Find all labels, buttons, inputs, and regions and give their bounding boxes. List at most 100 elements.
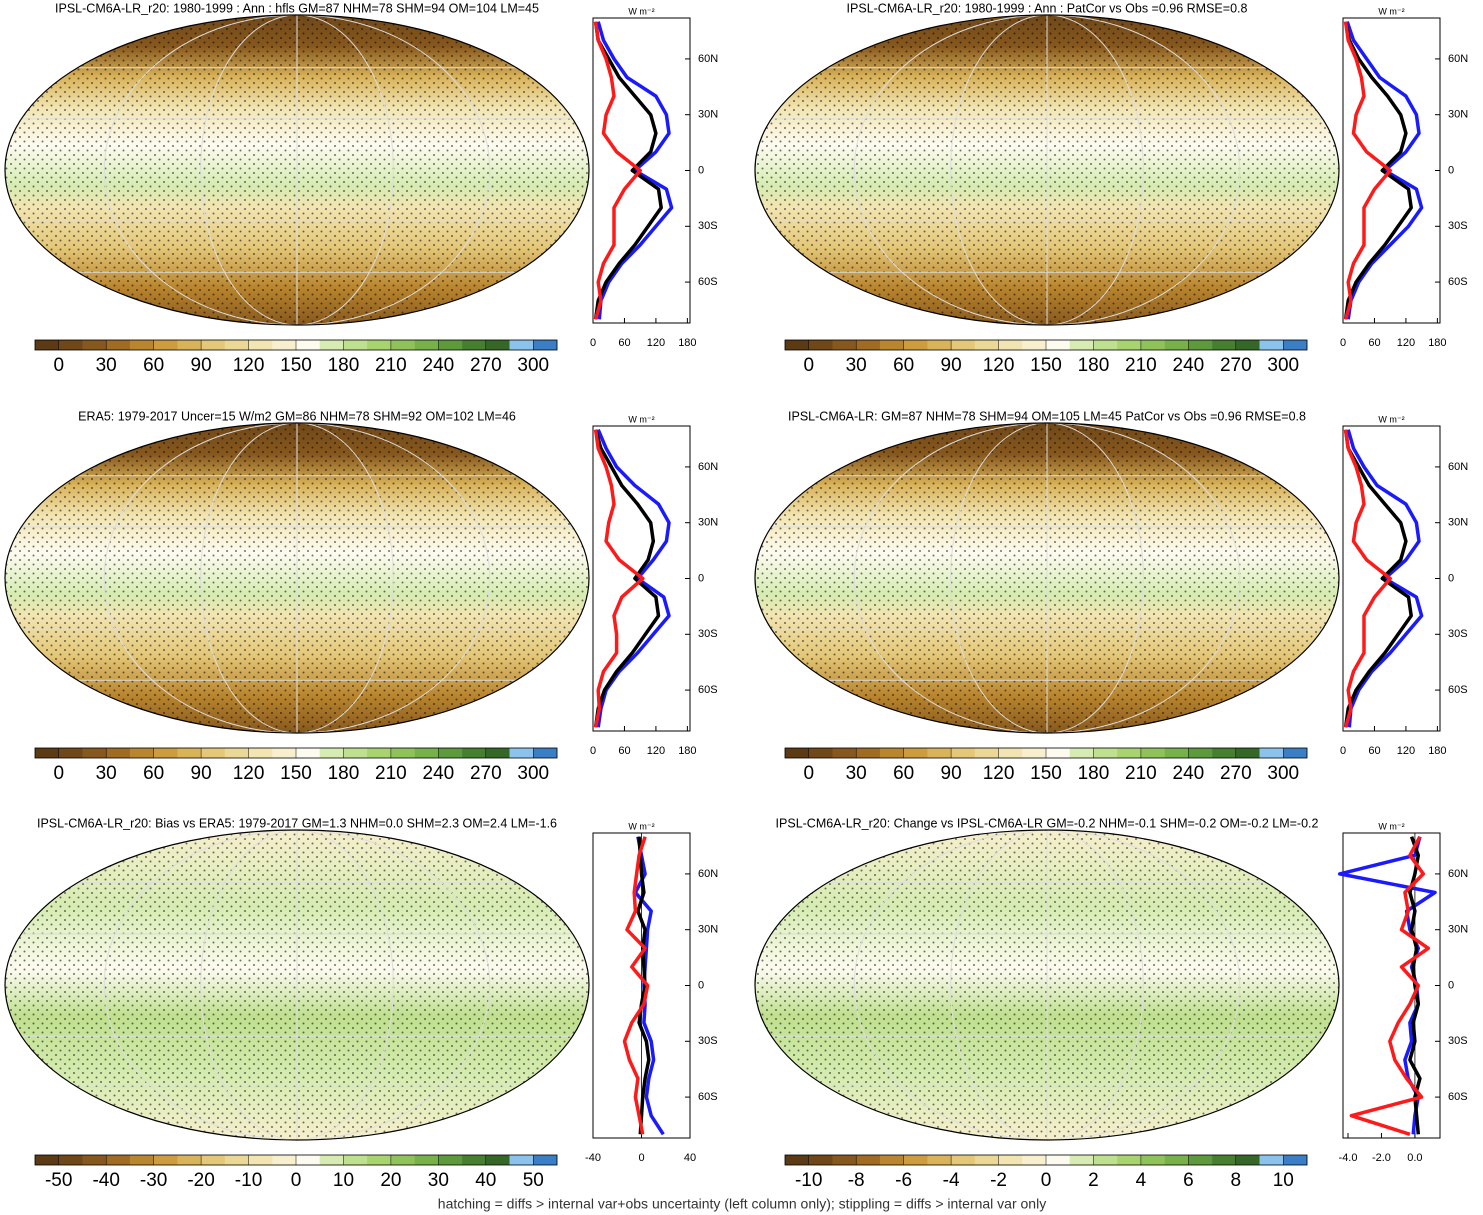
colorbar-label: 300: [1267, 763, 1299, 784]
colorbar-box: [1164, 340, 1189, 350]
colorbar-box: [129, 748, 154, 758]
unit-label: W m⁻²: [1378, 821, 1404, 831]
colorbar-label: 20: [380, 1170, 401, 1191]
colorbar-box: [927, 1155, 952, 1165]
colorbar-box: [248, 748, 273, 758]
colorbar-box: [1164, 1155, 1189, 1165]
y-tick-label: 30S: [698, 628, 718, 640]
colorbar-box: [296, 748, 321, 758]
y-tick-label: 30N: [1448, 924, 1468, 936]
colorbar-box: [1212, 1155, 1237, 1165]
colorbar-label: 40: [475, 1170, 496, 1191]
colorbar-label: 0: [1041, 1170, 1052, 1191]
map-border: [4, 422, 590, 734]
colorbar-box: [319, 340, 344, 350]
map-overlay: [755, 423, 1339, 733]
colorbar-box: [201, 748, 226, 758]
colorbar-box: [856, 340, 881, 350]
colorbar-label: 300: [517, 763, 549, 784]
map-title: IPSL-CM6A-LR_r20: 1980-1999 : Ann : PatC…: [847, 1, 1248, 15]
colorbar-box: [785, 748, 810, 758]
x-tick-label: 0: [1340, 745, 1346, 757]
colorbar-box: [224, 748, 249, 758]
colorbar-box: [462, 748, 487, 758]
y-tick-label: 60N: [1448, 868, 1468, 880]
colorbar-box: [998, 748, 1023, 758]
colorbar-box: [879, 748, 904, 758]
colorbar-box: [1069, 1155, 1094, 1165]
colorbar-label: 30: [846, 763, 867, 784]
colorbar-box: [367, 1155, 392, 1165]
colorbar-box: [808, 340, 833, 350]
colorbar-box: [414, 1155, 439, 1165]
graticule: [200, 830, 394, 1140]
map-title: ERA5: 1979-2017 Uncer=15 W/m2 GM=86 NHM=…: [78, 409, 516, 423]
colorbar-box: [1212, 340, 1237, 350]
colorbar-label: 180: [328, 355, 360, 376]
colorbar-box: [272, 340, 297, 350]
colorbar-box: [974, 748, 999, 758]
colorbar-box: [129, 340, 154, 350]
colorbar-box: [1235, 1155, 1260, 1165]
colorbar-label: -40: [92, 1170, 119, 1191]
colorbar-box: [1022, 1155, 1047, 1165]
colorbar-label: -10: [235, 1170, 262, 1191]
colorbar-box: [1259, 340, 1284, 350]
colorbar-box: [1022, 340, 1047, 350]
map-overlay: [5, 830, 589, 1140]
y-tick-label: 30N: [698, 924, 718, 936]
colorbar-box: [272, 748, 297, 758]
colorbar-label: 120: [983, 355, 1015, 376]
graticule: [853, 15, 1241, 325]
x-tick-label: -2.0: [1372, 1152, 1391, 1164]
y-tick-label: 60N: [698, 868, 718, 880]
y-tick-label: 30S: [1448, 220, 1468, 232]
map-border: [754, 14, 1340, 326]
colorbar-box: [177, 748, 202, 758]
colorbar-box: [106, 1155, 131, 1165]
y-tick-label: 60N: [698, 53, 718, 65]
x-tick-label: 60: [1368, 337, 1380, 349]
graticule: [950, 15, 1144, 325]
colorbar-label: 270: [470, 355, 502, 376]
colorbar-box: [1022, 748, 1047, 758]
colorbar-box: [343, 340, 368, 350]
colorbar-box: [1117, 748, 1142, 758]
x-tick-label: 60: [1368, 745, 1380, 757]
colorbar-label: -8: [848, 1170, 865, 1191]
colorbar-label: 30: [96, 355, 117, 376]
colorbar-label: 90: [191, 355, 212, 376]
colorbar-box: [1283, 748, 1308, 758]
colorbar-label: 150: [280, 763, 312, 784]
colorbar-box: [1093, 340, 1118, 350]
map-overlay: [5, 423, 589, 733]
x-tick-label: 0: [638, 1152, 644, 1164]
y-tick-label: 30S: [698, 1035, 718, 1047]
x-tick-label: 60: [618, 745, 630, 757]
colorbar-box: [1046, 340, 1071, 350]
colorbar-box: [832, 1155, 857, 1165]
colorbar-label: 180: [328, 763, 360, 784]
y-tick-label: 0: [698, 979, 704, 991]
y-tick-label: 0: [1448, 979, 1454, 991]
colorbar-box: [951, 748, 976, 758]
y-tick-label: 60N: [1448, 461, 1468, 473]
colorbar-box: [248, 1155, 273, 1165]
colorbar-label: 60: [893, 355, 914, 376]
unit-label: W m⁻²: [1378, 6, 1404, 16]
colorbar-label: 90: [941, 355, 962, 376]
colorbar-box: [58, 1155, 83, 1165]
colorbar-label: 10: [1273, 1170, 1294, 1191]
y-tick-label: 60N: [1448, 53, 1468, 65]
map-title: IPSL-CM6A-LR_r20: 1980-1999 : Ann : hfls…: [55, 1, 539, 15]
colorbar-box: [1259, 1155, 1284, 1165]
colorbar-box: [272, 1155, 297, 1165]
colorbar-label: 270: [1220, 355, 1252, 376]
colorbar-box: [533, 1155, 558, 1165]
colorbar-label: 270: [1220, 763, 1252, 784]
x-tick-label: 0: [1340, 337, 1346, 349]
profile-line: [1349, 835, 1431, 1136]
colorbar-label: 240: [423, 763, 455, 784]
